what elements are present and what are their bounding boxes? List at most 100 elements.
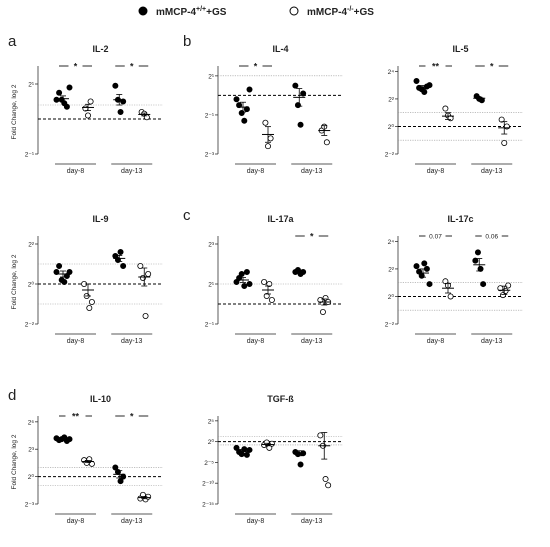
- chart-title: IL-4: [272, 44, 288, 54]
- category-label-day-8: day-8: [427, 338, 445, 345]
- data-point-wildtype: [120, 262, 127, 269]
- y-tick-label: 2⁶: [28, 419, 35, 426]
- y-axis-label: Fold Change, log 2: [11, 434, 18, 489]
- data-point-wildtype: [243, 106, 250, 113]
- data-point-wildtype: [117, 478, 124, 485]
- data-point-knockout: [498, 116, 505, 123]
- chart-il-4: IL-4 2¹ 2⁻¹ 2⁻³ day-8 day-13 *: [205, 44, 343, 175]
- significance-label: *: [490, 62, 494, 72]
- y-tick-label: 2⁴: [388, 69, 395, 76]
- data-point-knockout: [323, 139, 330, 146]
- chart-title: TGF-ß: [267, 394, 294, 404]
- y-tick-label: 2¹: [208, 282, 215, 289]
- data-point-wildtype: [241, 282, 248, 289]
- data-point-wildtype: [241, 446, 248, 453]
- data-point-wildtype: [246, 86, 253, 93]
- chart-title: IL-17a: [267, 214, 294, 224]
- y-tick-label: 2⁻¹: [25, 152, 35, 159]
- chart-il-2: IL-2 2¹ 2⁻¹ Fold Change, log 2 day-8 day-13 * *: [11, 44, 163, 175]
- significance-label: *: [130, 62, 134, 72]
- data-point-wildtype: [418, 272, 425, 279]
- chart-title: IL-5: [452, 44, 468, 54]
- data-point-wildtype: [243, 451, 250, 458]
- y-tick-label: 2⁰: [388, 293, 395, 301]
- data-point-wildtype: [472, 257, 479, 264]
- data-point-wildtype: [66, 268, 73, 275]
- chart-title: IL-9: [92, 214, 108, 224]
- y-tick-label: 2⁴: [388, 239, 395, 246]
- y-tick-label: 2¹: [208, 73, 215, 80]
- data-point-knockout: [266, 280, 273, 287]
- data-point-wildtype: [297, 121, 304, 128]
- data-point-knockout: [497, 285, 504, 292]
- category-label-day-8: day-8: [427, 168, 445, 175]
- data-point-wildtype: [480, 281, 487, 288]
- data-point-knockout: [85, 112, 92, 119]
- data-point-knockout: [267, 135, 274, 142]
- data-point-wildtype: [233, 444, 240, 451]
- category-label-day-8: day-8: [247, 518, 265, 525]
- y-axis-label: Fold Change, log 2: [11, 84, 18, 139]
- y-tick-label: 2³: [28, 447, 35, 454]
- category-label-day-13: day-13: [121, 338, 143, 345]
- data-point-knockout: [501, 139, 508, 146]
- data-point-knockout: [143, 114, 150, 121]
- data-point-wildtype: [421, 89, 428, 96]
- category-label-day-8: day-8: [67, 518, 85, 525]
- data-point-wildtype: [61, 278, 68, 285]
- legend-marker-filled: [138, 6, 148, 16]
- y-tick-label: 2⁻¹⁰: [202, 480, 214, 488]
- y-tick-label: 2⁰: [28, 281, 35, 289]
- data-point-wildtype: [238, 451, 245, 458]
- legend-marker-open: [289, 6, 299, 16]
- data-point-knockout: [261, 278, 268, 285]
- panel-letter-a: a: [8, 33, 17, 50]
- y-tick-label: 2¹: [28, 82, 35, 89]
- data-point-wildtype: [421, 260, 428, 267]
- category-label-day-8: day-8: [67, 338, 85, 345]
- category-label-day-13: day-13: [301, 338, 323, 345]
- y-tick-label: 2⁻³: [25, 502, 35, 509]
- legend-label-knockout: mMCP-4-/-+GS: [307, 6, 374, 18]
- data-point-wildtype: [63, 103, 70, 110]
- data-point-wildtype: [246, 280, 253, 287]
- chart-il-17a: IL-17a 2³ 2¹ 2⁻¹ day-8 day-13 *: [205, 214, 343, 345]
- y-tick-label: 2⁰: [208, 438, 215, 446]
- category-label-day-8: day-8: [67, 168, 85, 175]
- category-label-day-13: day-13: [121, 518, 143, 525]
- chart-title: IL-17c: [447, 214, 473, 224]
- chart-il-10: IL-10 2⁶ 2³ 2⁰ 2⁻³ Fold Change, log 2 day-8 day…: [11, 394, 163, 525]
- data-point-wildtype: [117, 109, 124, 116]
- y-tick-label: 2⁻³: [205, 152, 215, 159]
- data-point-knockout: [322, 476, 329, 483]
- y-tick-label: 2⁵: [208, 418, 215, 425]
- data-point-wildtype: [413, 78, 420, 85]
- data-point-knockout: [137, 262, 144, 269]
- data-point-knockout: [447, 293, 454, 300]
- data-point-wildtype: [241, 117, 248, 124]
- data-point-wildtype: [66, 84, 73, 91]
- y-tick-label: 2⁻²: [385, 322, 395, 329]
- data-point-knockout: [145, 270, 152, 277]
- data-point-knockout: [142, 312, 149, 319]
- data-point-knockout: [442, 105, 449, 112]
- data-point-knockout: [264, 143, 271, 150]
- data-point-knockout: [268, 296, 275, 303]
- data-point-wildtype: [53, 96, 60, 103]
- data-point-wildtype: [53, 268, 60, 275]
- data-point-wildtype: [294, 102, 301, 109]
- category-label-day-13: day-13: [121, 168, 143, 175]
- data-point-wildtype: [117, 248, 124, 255]
- y-tick-label: 2²: [388, 96, 395, 103]
- data-point-wildtype: [112, 464, 119, 471]
- legend: mMCP-4+/++GS mMCP-4-/-+GS: [138, 6, 374, 18]
- data-point-wildtype: [56, 89, 63, 96]
- data-point-knockout: [87, 98, 94, 105]
- data-point-wildtype: [56, 262, 63, 269]
- significance-label: 0.06: [485, 234, 498, 241]
- y-tick-label: 2⁻²: [385, 152, 395, 159]
- y-tick-label: 2²: [28, 242, 35, 249]
- y-tick-label: 2⁻¹⁵: [202, 502, 214, 509]
